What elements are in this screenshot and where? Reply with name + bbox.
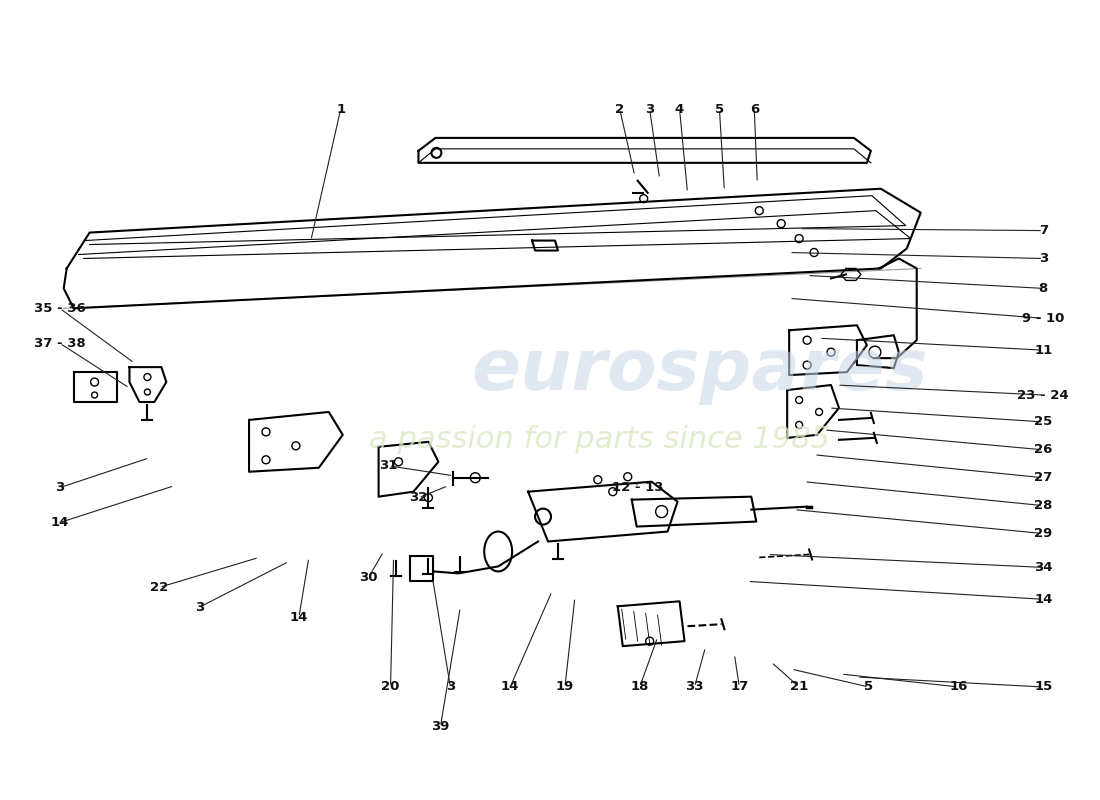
Text: 39: 39 bbox=[431, 720, 450, 734]
Text: 20: 20 bbox=[382, 681, 399, 694]
Text: 14: 14 bbox=[289, 610, 308, 624]
Text: 37 - 38: 37 - 38 bbox=[34, 337, 86, 350]
Text: 1: 1 bbox=[337, 102, 345, 115]
Text: 11: 11 bbox=[1034, 344, 1053, 357]
Text: 3: 3 bbox=[446, 681, 455, 694]
Text: 19: 19 bbox=[556, 681, 574, 694]
Text: 30: 30 bbox=[360, 571, 378, 584]
Text: 25: 25 bbox=[1034, 415, 1053, 429]
Text: 3: 3 bbox=[55, 481, 64, 494]
Text: 17: 17 bbox=[730, 681, 748, 694]
Text: 3: 3 bbox=[1038, 252, 1048, 265]
Text: 32: 32 bbox=[409, 491, 428, 504]
Text: 28: 28 bbox=[1034, 499, 1053, 512]
Text: 3: 3 bbox=[195, 601, 204, 614]
Text: 6: 6 bbox=[750, 102, 759, 115]
Text: 12 - 13: 12 - 13 bbox=[612, 481, 663, 494]
Text: 33: 33 bbox=[685, 681, 704, 694]
Text: 29: 29 bbox=[1034, 527, 1053, 540]
Text: 14: 14 bbox=[500, 681, 519, 694]
Text: 31: 31 bbox=[379, 459, 398, 472]
Text: 3: 3 bbox=[645, 102, 654, 115]
Text: 35 - 36: 35 - 36 bbox=[34, 302, 86, 315]
Text: 14: 14 bbox=[51, 516, 69, 529]
Text: eurospares: eurospares bbox=[471, 336, 928, 405]
Text: 16: 16 bbox=[949, 681, 968, 694]
Text: 27: 27 bbox=[1034, 471, 1053, 484]
Text: 9 - 10: 9 - 10 bbox=[1022, 312, 1065, 325]
Text: 2: 2 bbox=[615, 102, 625, 115]
Text: 14: 14 bbox=[1034, 593, 1053, 606]
Text: 15: 15 bbox=[1034, 681, 1053, 694]
Text: a passion for parts since 1985: a passion for parts since 1985 bbox=[370, 426, 830, 454]
Text: 23 - 24: 23 - 24 bbox=[1018, 389, 1069, 402]
Text: 34: 34 bbox=[1034, 561, 1053, 574]
Text: 18: 18 bbox=[630, 681, 649, 694]
Text: 7: 7 bbox=[1038, 224, 1048, 237]
Text: 5: 5 bbox=[715, 102, 724, 115]
Text: 21: 21 bbox=[790, 681, 808, 694]
Text: 4: 4 bbox=[675, 102, 684, 115]
Text: 8: 8 bbox=[1038, 282, 1048, 295]
Text: 5: 5 bbox=[865, 681, 873, 694]
Text: 26: 26 bbox=[1034, 443, 1053, 456]
Text: 22: 22 bbox=[151, 581, 168, 594]
